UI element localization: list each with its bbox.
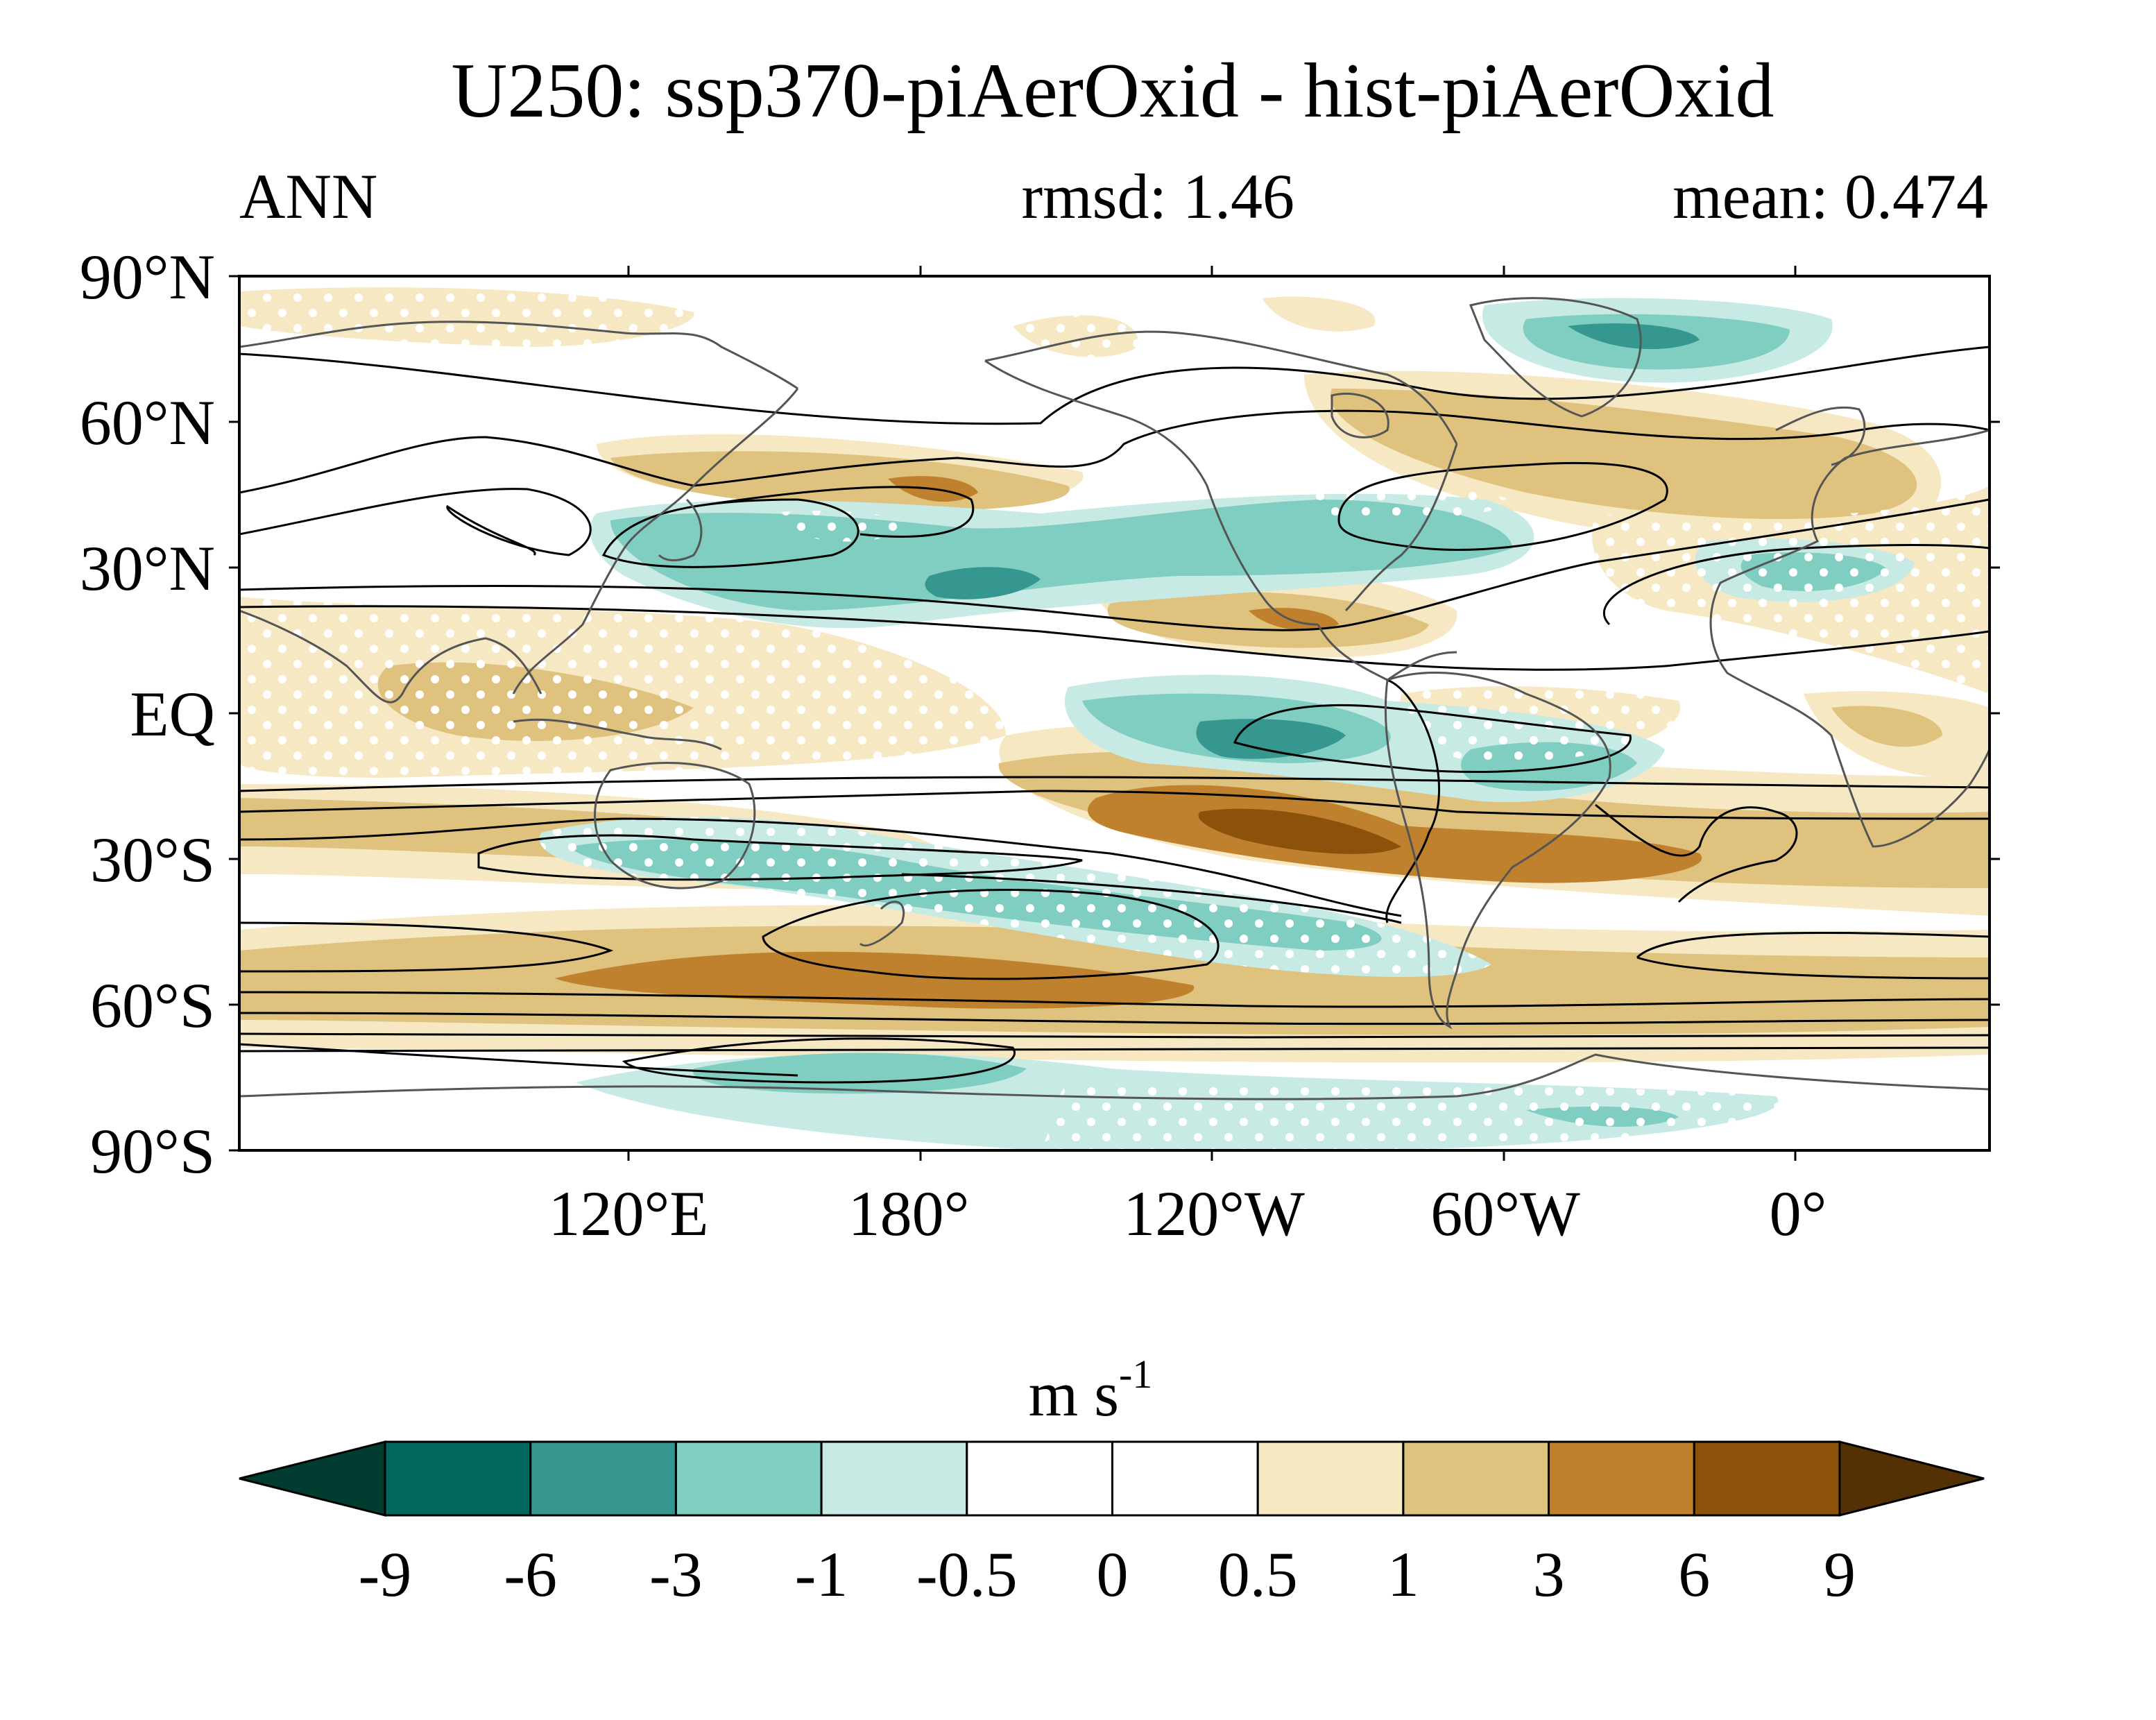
colorbar-label: -0.5 [916, 1539, 1018, 1610]
axis-ticks [229, 266, 2000, 1161]
lat-label-60n: 60°N [80, 387, 215, 458]
colorbar-label: -6 [504, 1539, 557, 1610]
lon-label-120w: 120°W [1123, 1178, 1305, 1249]
lon-label-120e: 120°E [549, 1178, 709, 1249]
colorbar-swatch [820, 1440, 968, 1517]
plot-title: U250: ssp370-piAerOxid - hist-piAerOxid [452, 48, 1774, 134]
colorbar-label: 6 [1678, 1539, 1710, 1610]
rmsd-label: rmsd: 1.46 [1021, 161, 1294, 232]
colorbar-label: -3 [649, 1539, 703, 1610]
mean-label: mean: 0.474 [1672, 161, 1988, 232]
colorbar-swatch [1111, 1440, 1259, 1517]
filled-anomaly-field [239, 287, 1990, 1150]
colorbar-labels: -9 -6 -3 -1 -0.5 0 0.5 1 3 6 9 [359, 1539, 1856, 1610]
colorbar-label: -9 [359, 1539, 412, 1610]
lat-label-30s: 30°S [90, 824, 215, 895]
colorbar-swatch [529, 1440, 677, 1517]
longitude-labels: 120°E 180° 120°W 60°W 0° [549, 1178, 1827, 1249]
lat-label-60s: 60°S [90, 970, 215, 1041]
lon-label-180: 180° [848, 1178, 970, 1249]
colorbar-extend-high [1838, 1440, 1985, 1517]
colorbar-swatch [1548, 1440, 1695, 1517]
colorbar-swatch [1693, 1440, 1841, 1517]
latitude-labels: 90°N 60°N 30°N EQ 30°S 60°S 90°S [80, 241, 215, 1186]
colorbar-label: 1 [1387, 1539, 1419, 1610]
colorbar-label: 0 [1097, 1539, 1129, 1610]
colorbar-swatch [1402, 1440, 1550, 1517]
colorbar-label: 0.5 [1218, 1539, 1298, 1610]
lat-label-90s: 90°S [90, 1116, 215, 1186]
colorbar-label: 9 [1824, 1539, 1856, 1610]
units-base: m s [1029, 1359, 1119, 1429]
colorbar-label: 3 [1533, 1539, 1565, 1610]
climatology-contours [239, 346, 1990, 1084]
colorbar-swatches [239, 1440, 1985, 1517]
lat-label-eq: EQ [130, 679, 215, 749]
colorbar-label: -1 [795, 1539, 848, 1610]
colorbar-swatch [1256, 1440, 1405, 1517]
map-panel: 90°N 60°N 30°N EQ 30°S 60°S 90°S 120°E 1… [80, 241, 2000, 1249]
lon-label-60w: 60°W [1430, 1178, 1580, 1249]
lon-label-0: 0° [1770, 1178, 1827, 1249]
lat-label-30n: 30°N [80, 533, 215, 604]
colorbar: m s-1 -9 -6 -3 -1 -0.5 0 0.5 1 3 6 9 [239, 1352, 1985, 1610]
season-label: ANN [239, 161, 377, 232]
colorbar-swatch [966, 1440, 1114, 1517]
colorbar-swatch [674, 1440, 823, 1517]
colorbar-swatch [384, 1440, 532, 1517]
colorbar-units: m s-1 [1029, 1352, 1153, 1429]
coastlines [239, 297, 1990, 1100]
colorbar-extend-low [239, 1440, 386, 1517]
units-exponent: -1 [1119, 1352, 1152, 1397]
lat-label-90n: 90°N [80, 241, 215, 312]
